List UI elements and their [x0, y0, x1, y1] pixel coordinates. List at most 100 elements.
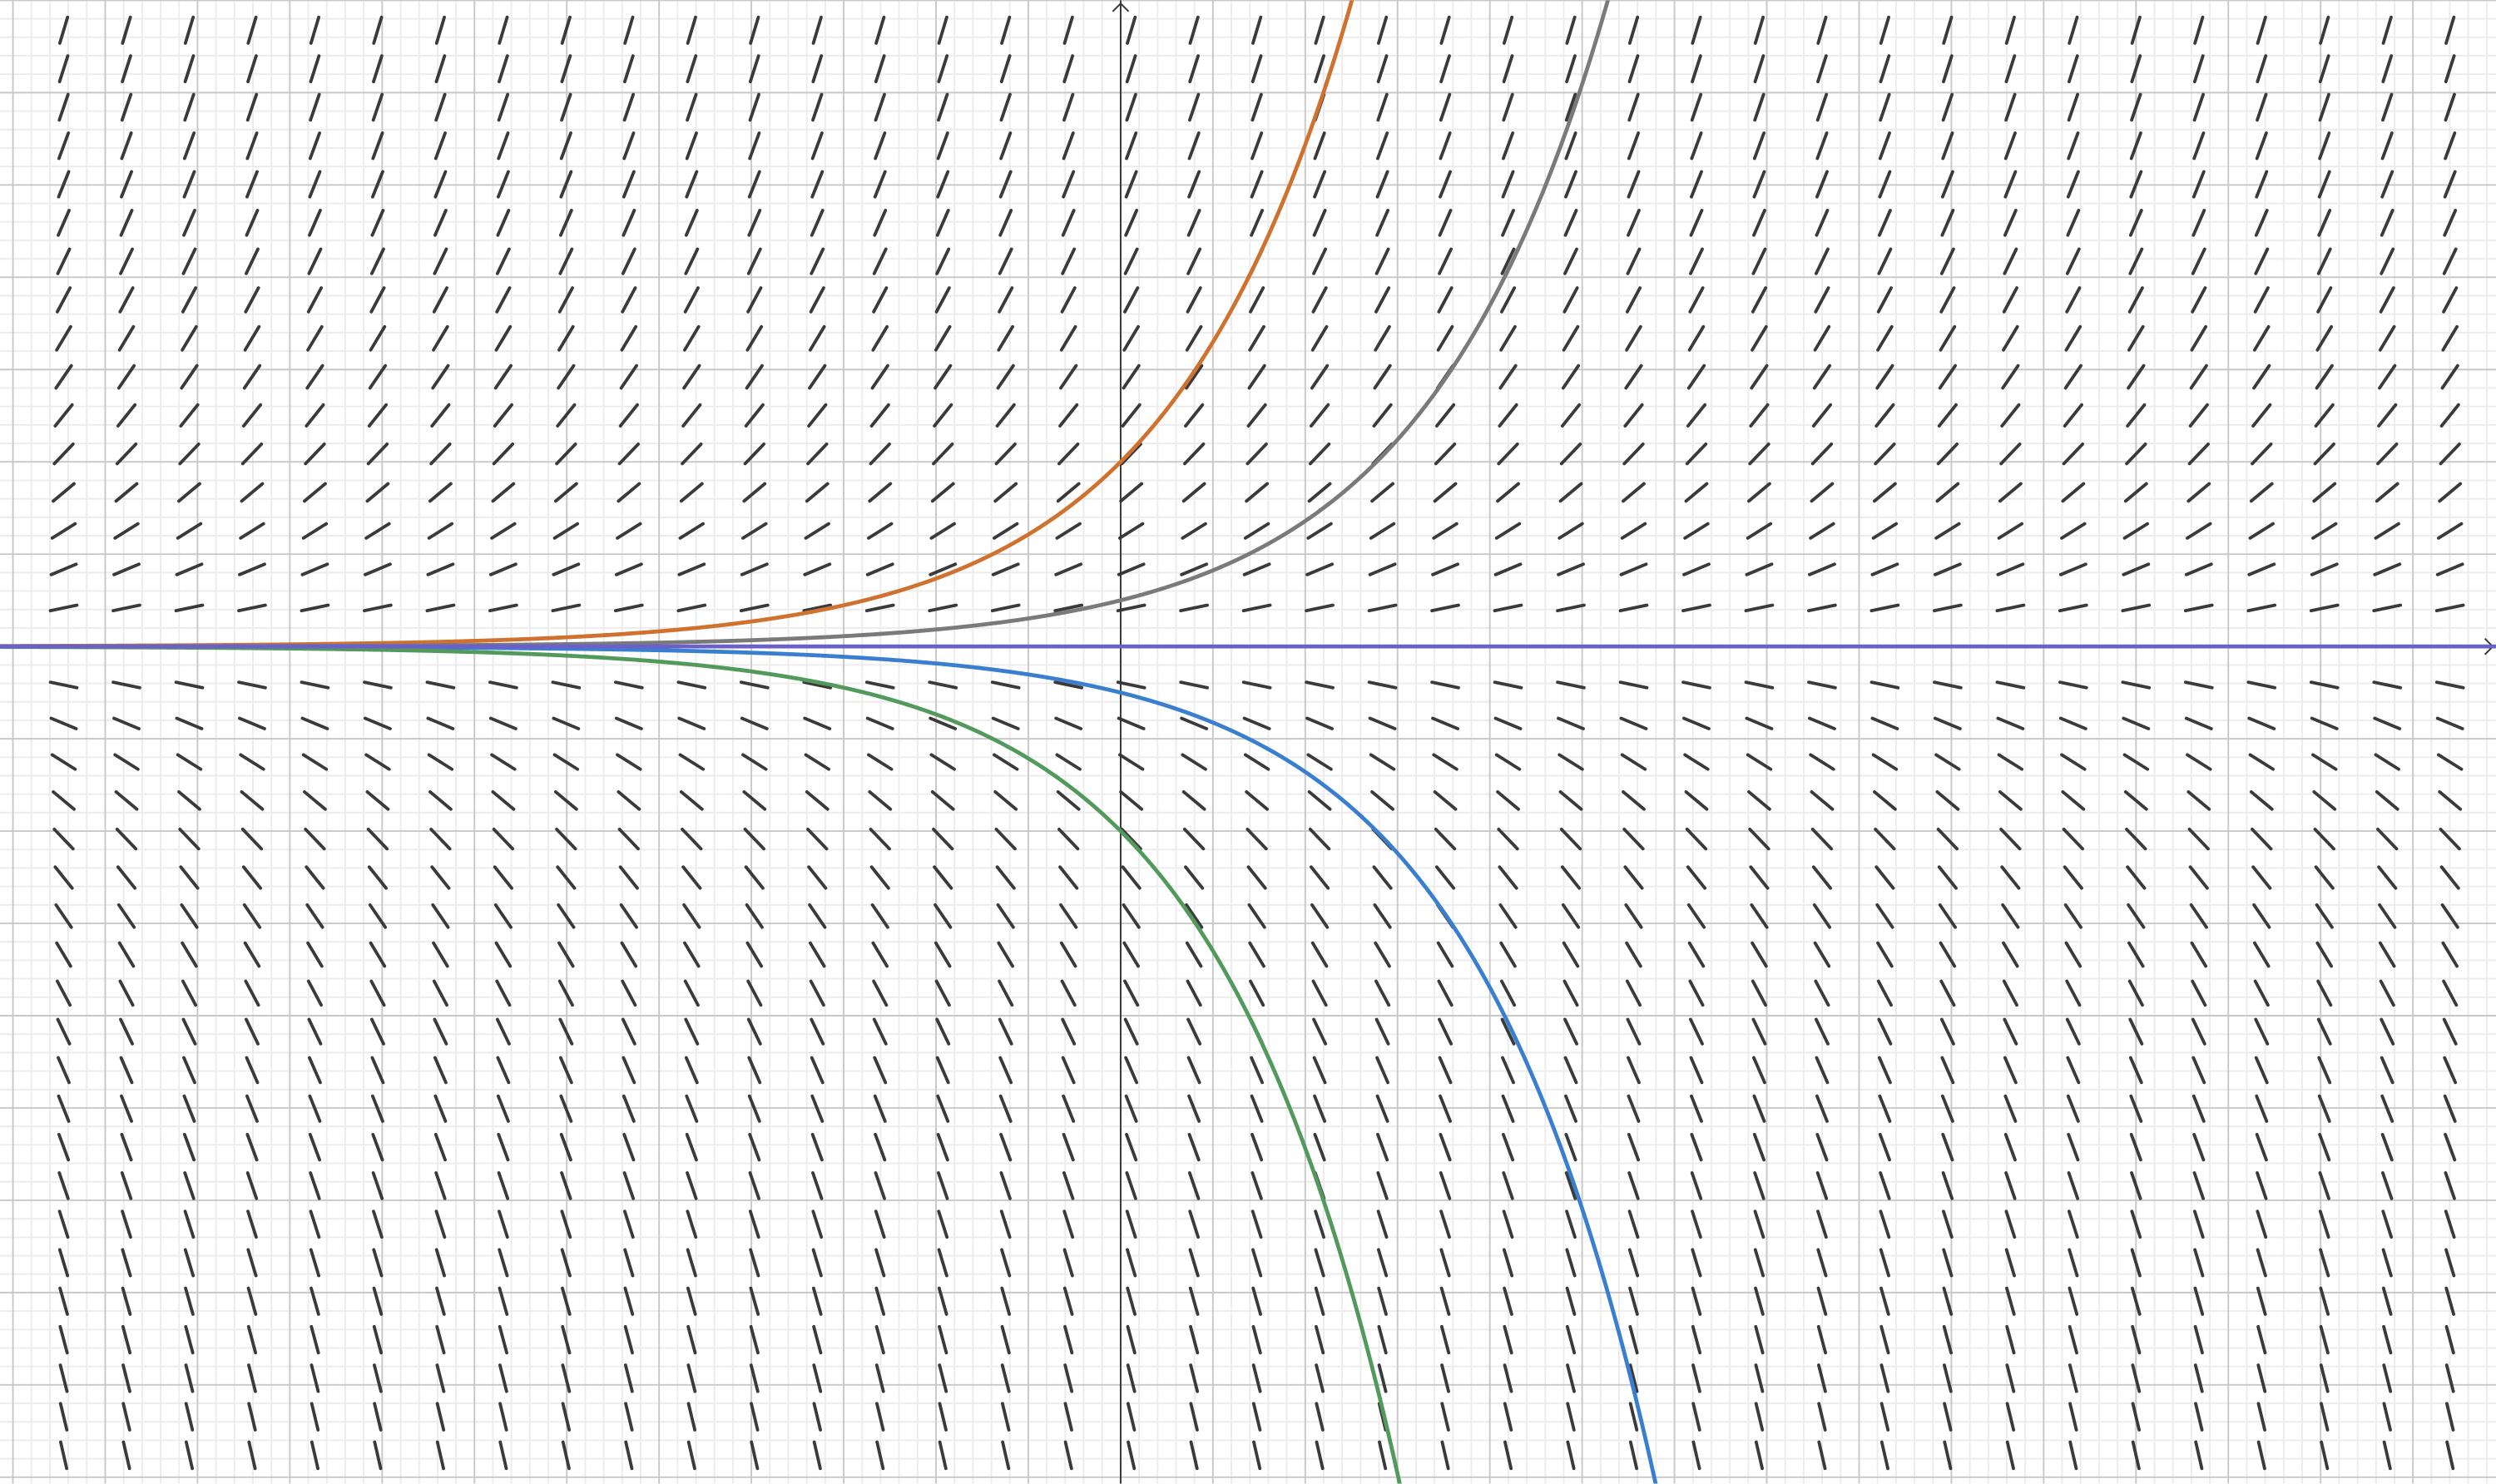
- slope-segment: [681, 442, 703, 466]
- slope-segment: [2254, 1056, 2269, 1085]
- slope-segment: [2311, 753, 2338, 771]
- slope-segment: [1374, 247, 1390, 275]
- slope-segment: [1753, 1171, 1766, 1200]
- slope-segment: [57, 1209, 70, 1239]
- slope-segment: [874, 1248, 886, 1278]
- slope-segment: [367, 403, 388, 428]
- slope-segment: [1809, 753, 1835, 771]
- slope-segment: [560, 1171, 572, 1200]
- slope-segment: [366, 442, 389, 466]
- slope-segment: [1120, 828, 1142, 851]
- slope-segment: [811, 1248, 823, 1278]
- slope-segment: [1368, 562, 1397, 576]
- slope-segment: [998, 247, 1013, 275]
- slope-segment: [2435, 562, 2464, 576]
- slope-segment: [426, 562, 455, 576]
- slope-segment: [1876, 324, 1894, 352]
- slope-segment: [617, 442, 641, 466]
- slope-segment: [1439, 15, 1451, 45]
- slope-segment: [1433, 482, 1458, 503]
- slope-segment: [935, 1017, 951, 1046]
- slope-segment: [2247, 716, 2276, 730]
- slope-segment: [1934, 522, 1961, 540]
- slope-segment: [1061, 247, 1077, 275]
- slope-segment: [2191, 1094, 2206, 1123]
- slope-segment: [2442, 979, 2459, 1007]
- slope-segment: [1062, 1132, 1075, 1162]
- slope-segment: [1188, 1209, 1201, 1239]
- slope-segment: [1241, 603, 1272, 613]
- slope-segment: [1312, 1056, 1327, 1085]
- slope-segment: [433, 1017, 448, 1046]
- slope-segment: [434, 54, 447, 84]
- slope-segment: [1624, 903, 1643, 929]
- slope-segment: [620, 941, 638, 968]
- slope-segment: [808, 903, 827, 929]
- slope-segment: [435, 1402, 446, 1432]
- slope-segment: [1053, 603, 1084, 613]
- slope-segment: [1315, 1402, 1325, 1432]
- slope-segment: [1628, 1363, 1639, 1393]
- slope-segment: [118, 979, 135, 1007]
- slope-segment: [1628, 1440, 1639, 1471]
- slope-segment: [1564, 131, 1577, 161]
- slope-segment: [429, 442, 452, 466]
- slope-segment: [557, 324, 575, 352]
- slope-segment: [426, 716, 455, 730]
- slope-segment: [1117, 716, 1146, 730]
- slope-segment: [435, 1363, 446, 1393]
- slope-segment: [2186, 753, 2212, 771]
- slope-segment: [1439, 1286, 1451, 1316]
- slope-segment: [2253, 324, 2271, 352]
- slope-segment: [999, 92, 1012, 122]
- slope-segment: [1870, 716, 1899, 730]
- slope-segment: [1122, 941, 1140, 968]
- slope-segment: [179, 865, 200, 890]
- slope-segment: [2058, 680, 2088, 690]
- slope-segment: [364, 753, 391, 771]
- slope-segment: [1185, 324, 1203, 352]
- slope-segment: [1059, 364, 1078, 390]
- slope-segment: [2064, 324, 2082, 352]
- slope-segment: [623, 1324, 634, 1355]
- slope-segment: [2309, 603, 2340, 613]
- slope-segment: [938, 1363, 948, 1393]
- slope-segment: [1376, 131, 1389, 161]
- slope-segment: [304, 442, 326, 466]
- slope-segment: [2443, 1094, 2457, 1123]
- slope-segment: [1438, 209, 1453, 237]
- slope-segment: [743, 442, 765, 466]
- slope-segment: [2005, 1286, 2016, 1316]
- slope-segment: [1815, 1094, 1829, 1123]
- slope-segment: [874, 15, 886, 45]
- slope-segment: [1810, 790, 1835, 811]
- slope-segment: [1565, 1209, 1577, 1239]
- slope-segment: [1499, 941, 1517, 968]
- slope-segment: [52, 442, 75, 466]
- slope-segment: [2129, 1094, 2143, 1123]
- slope-segment: [1439, 1324, 1451, 1355]
- slope-segment: [434, 1171, 447, 1200]
- slope-segment: [1564, 1094, 1577, 1123]
- slope-segment: [929, 562, 958, 576]
- slope-segment: [1814, 286, 1830, 314]
- slope-segment: [2062, 828, 2085, 851]
- slope-segment: [2256, 1286, 2267, 1316]
- slope-segment: [54, 364, 73, 390]
- slope-segment: [2318, 92, 2330, 122]
- y-axis-arrow: [1112, 2, 1130, 12]
- slope-segment: [558, 1056, 573, 1085]
- slope-segment: [492, 828, 515, 851]
- slope-segment: [678, 753, 706, 771]
- slope-segment: [2381, 1209, 2394, 1239]
- slope-segment: [810, 247, 825, 275]
- slope-segment: [873, 1094, 887, 1123]
- slope-segment: [614, 680, 644, 690]
- slope-segment: [1250, 170, 1264, 199]
- slope-segment: [1187, 1132, 1201, 1162]
- slope-segment: [2186, 790, 2211, 811]
- slope-segment: [492, 442, 515, 466]
- slope-segment: [867, 753, 894, 771]
- slope-segment: [1374, 286, 1391, 314]
- slope-segment: [869, 865, 890, 890]
